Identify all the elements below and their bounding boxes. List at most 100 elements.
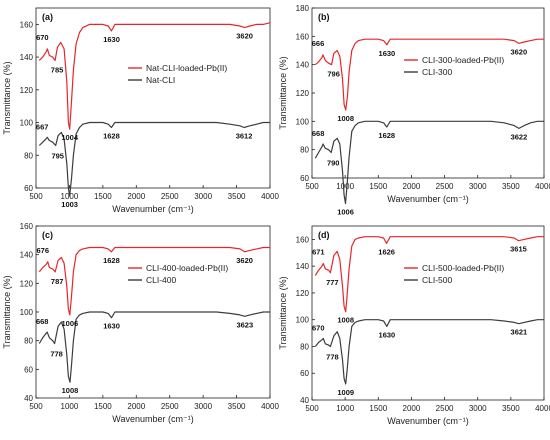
x-tick-label: 2500 xyxy=(436,182,454,191)
y-axis-label: Transmittance (%) xyxy=(278,56,288,129)
x-axis-label: Wavenumber (cm⁻¹) xyxy=(387,416,468,426)
panel-2: 500 1000 1500 2000 2500 3000 3500 4000 60 80 100 12… xyxy=(278,4,550,217)
peak-label: 668 xyxy=(36,317,49,326)
legend-label: CLI-400-loaded-Pb(II) xyxy=(146,263,228,273)
x-tick-label: 2000 xyxy=(403,182,421,191)
x-tick-label: 4000 xyxy=(535,182,550,191)
peak-label: 1006 xyxy=(61,319,78,328)
series-line-2 xyxy=(38,121,270,197)
panel-label: (b) xyxy=(318,12,330,22)
y-tick-label: 100 xyxy=(296,316,310,325)
peak-label: 1628 xyxy=(103,256,120,265)
x-tick-label: 500 xyxy=(305,182,319,191)
y-tick-label: 120 xyxy=(20,279,34,288)
y-tick-label: 140 xyxy=(20,53,34,62)
peak-label: 795 xyxy=(51,151,64,160)
x-tick-label: 3000 xyxy=(194,192,212,201)
series-line-2 xyxy=(314,120,544,205)
y-tick-label: 140 xyxy=(296,262,310,271)
x-tick-label: 1500 xyxy=(369,182,387,191)
y-tick-label: 160 xyxy=(20,222,34,231)
legend: CLI-400-loaded-Pb(II) CLI-400 xyxy=(128,263,228,285)
series-line-1 xyxy=(38,246,270,316)
peak-label: 790 xyxy=(327,159,340,168)
legend-label: CLI-300 xyxy=(422,67,453,77)
y-axis-label: Transmittance (%) xyxy=(2,61,12,134)
x-tick-label: 2000 xyxy=(403,404,421,413)
peak-label: 787 xyxy=(51,277,64,286)
legend-label: CLI-500 xyxy=(422,275,453,285)
y-tick-label: 80 xyxy=(300,146,309,155)
y-tick-label: 120 xyxy=(296,289,310,298)
peak-label: 796 xyxy=(327,70,340,79)
panel-label: (c) xyxy=(42,230,53,240)
x-axis-label: Wavenumber (cm⁻¹) xyxy=(387,194,468,204)
x-tick-label: 3000 xyxy=(194,402,212,411)
peak-label: 670 xyxy=(36,33,49,42)
y-tick-label: 160 xyxy=(296,235,310,244)
series-line-1 xyxy=(314,236,544,313)
peak-label: 1630 xyxy=(379,330,396,339)
peak-label: 785 xyxy=(51,65,64,74)
y-tick-label: 60 xyxy=(300,369,309,378)
y-tick-label: 160 xyxy=(296,32,310,41)
y-tick-label: 140 xyxy=(296,61,310,70)
peak-label: 1628 xyxy=(378,131,395,140)
y-tick-label: 40 xyxy=(24,394,33,403)
peak-label: 1008 xyxy=(337,316,354,325)
x-tick-label: 2000 xyxy=(127,192,145,201)
x-tick-label: 4000 xyxy=(261,192,279,201)
series-line-2 xyxy=(38,311,270,383)
peak-label: 667 xyxy=(36,122,49,131)
plot-frame xyxy=(311,7,545,179)
x-tick-label: 500 xyxy=(305,404,319,413)
x-tick-label: 1000 xyxy=(61,402,79,411)
peak-label: 1630 xyxy=(103,35,120,44)
peak-label: 3620 xyxy=(510,47,527,56)
x-tick-label: 2500 xyxy=(161,402,179,411)
peak-label: 3620 xyxy=(236,256,253,265)
y-tick-label: 60 xyxy=(24,184,33,193)
peak-label: 1630 xyxy=(103,322,120,331)
peak-label: 1008 xyxy=(337,114,354,123)
panel-3: 500 1000 1500 2000 2500 3000 3500 4000 40 60 80 100… xyxy=(2,222,279,424)
x-tick-label: 1000 xyxy=(336,404,354,413)
x-tick-label: 500 xyxy=(29,192,43,201)
y-tick-label: 80 xyxy=(24,151,33,160)
series-line-1 xyxy=(38,22,271,130)
y-tick-label: 180 xyxy=(296,4,310,13)
legend-label: Nat-CLI-loaded-Pb(II) xyxy=(146,63,227,73)
y-tick-label: 80 xyxy=(24,337,33,346)
plot-frame xyxy=(311,225,545,401)
x-tick-label: 3000 xyxy=(469,182,487,191)
x-axis-label: Wavenumber (cm⁻¹) xyxy=(112,204,193,214)
y-tick-label: 60 xyxy=(24,365,33,374)
y-axis-label: Transmittance (%) xyxy=(2,275,12,348)
x-tick-label: 1000 xyxy=(336,182,354,191)
peak-label: 778 xyxy=(50,350,63,359)
peak-label: 1630 xyxy=(379,49,396,58)
peak-label: 777 xyxy=(326,278,339,287)
y-tick-label: 100 xyxy=(20,119,34,128)
plot-frame xyxy=(35,7,271,189)
legend-label: CLI-400 xyxy=(146,275,177,285)
y-tick-label: 60 xyxy=(300,174,309,183)
series-line-1 xyxy=(314,38,544,111)
y-tick-label: 160 xyxy=(20,20,34,29)
peak-label: 1008 xyxy=(62,386,79,395)
peak-label: 1004 xyxy=(61,133,79,142)
y-tick-label: 140 xyxy=(20,251,34,260)
peak-label: 3615 xyxy=(510,245,527,254)
peak-label: 676 xyxy=(37,246,50,255)
peak-label: 3621 xyxy=(511,328,528,337)
panel-label: (d) xyxy=(318,230,330,240)
peak-label: 3620 xyxy=(236,32,253,41)
x-tick-label: 4000 xyxy=(261,402,279,411)
y-tick-label: 40 xyxy=(300,396,309,405)
peak-label: 1009 xyxy=(337,388,354,397)
peak-label: 1628 xyxy=(103,131,120,140)
peak-label: 671 xyxy=(312,247,325,256)
x-tick-label: 1500 xyxy=(94,192,112,201)
x-tick-label: 3500 xyxy=(228,402,246,411)
